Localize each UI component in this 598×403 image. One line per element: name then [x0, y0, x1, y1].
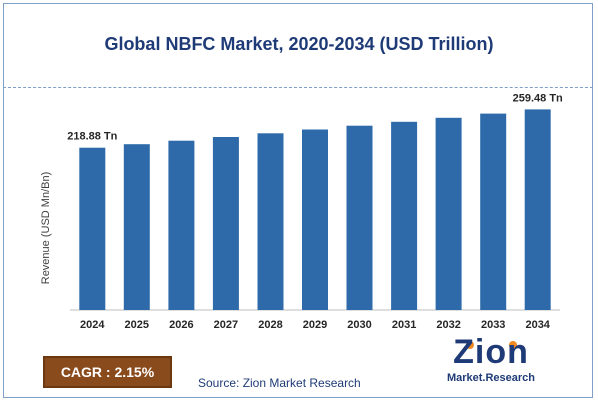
chart-title: Global NBFC Market, 2020-2034 (USD Trill…: [104, 34, 494, 54]
bar-2029: [302, 129, 328, 310]
x-tick-label-2032: 2032: [436, 319, 460, 331]
x-tick-label-2033: 2033: [481, 319, 505, 331]
logo-accent-dot-0: [466, 341, 474, 349]
bar-2033: [480, 113, 507, 310]
logo-accent-dot-1: [509, 341, 517, 349]
x-tick-label-2028: 2028: [258, 319, 282, 331]
bar-2034: [524, 109, 551, 311]
x-tick-label-2026: 2026: [169, 319, 193, 331]
x-tick-label-2034: 2034: [525, 319, 550, 331]
data-label-2034: 259.48 Tn: [513, 92, 563, 104]
x-tick-label-2031: 2031: [392, 319, 416, 331]
bar-2027: [212, 137, 239, 310]
bar-2024: [79, 147, 106, 310]
bar-2025: [123, 144, 150, 310]
x-tick-label-2025: 2025: [125, 319, 149, 331]
logo-subtitle: Market.Research: [446, 372, 536, 384]
zion-logo: Zion Market.Research: [436, 333, 546, 387]
x-tick-label-2027: 2027: [214, 319, 238, 331]
bar-2032: [435, 117, 462, 310]
cagr-badge: CAGR : 2.15%: [43, 356, 172, 388]
bar-2031: [391, 121, 418, 310]
x-tick-label-2029: 2029: [303, 319, 327, 331]
logo-wordmark: Zion: [453, 333, 529, 371]
x-tick-label-2024: 2024: [80, 319, 105, 331]
bar-2026: [168, 140, 195, 310]
bar-2028: [257, 133, 284, 310]
bar-2030: [346, 125, 373, 310]
source-note: Source: Zion Market Research: [198, 376, 361, 390]
x-tick-label-2030: 2030: [347, 319, 371, 331]
data-label-2024: 218.88 Tn: [67, 131, 117, 143]
title-divider: [3, 87, 593, 88]
